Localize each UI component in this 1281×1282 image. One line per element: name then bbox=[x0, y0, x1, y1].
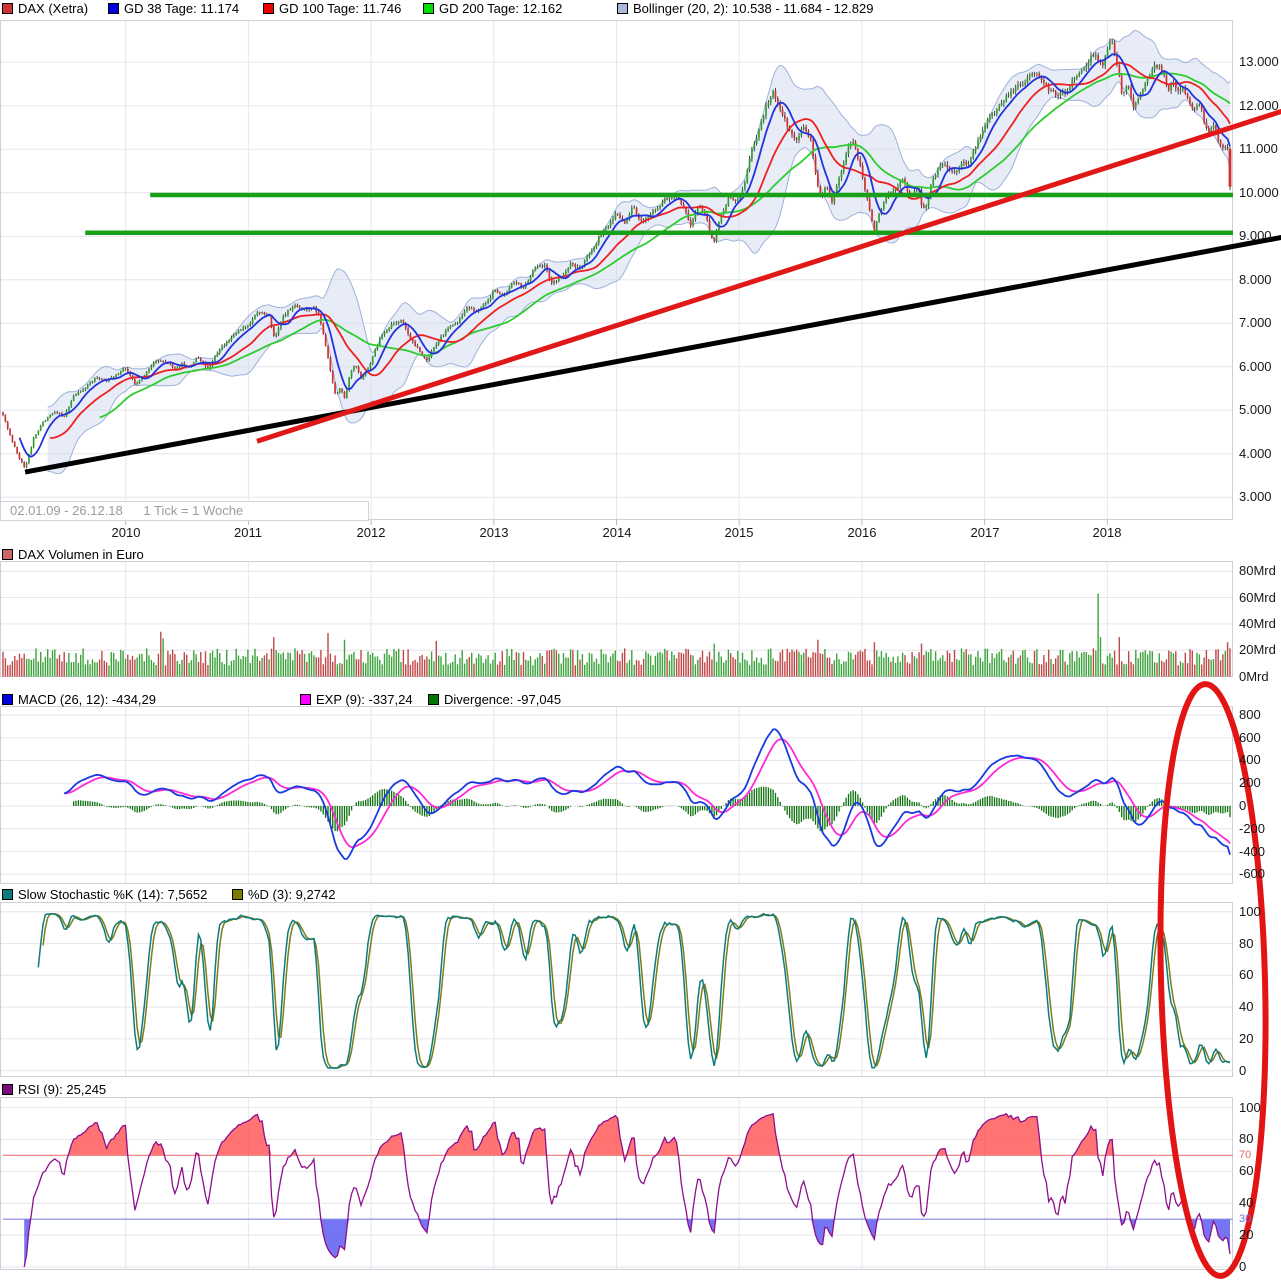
y-axis-label-price: 8.000 bbox=[1239, 272, 1272, 287]
y-axis-label-price: 5.000 bbox=[1239, 402, 1272, 417]
legend-item-price-4: Bollinger (20, 2): 10.538 - 11.684 - 12.… bbox=[617, 1, 873, 16]
y-axis-label-stochastic: 40 bbox=[1239, 999, 1254, 1014]
legend-item-price-2: GD 100 Tage: 11.746 bbox=[263, 1, 401, 16]
y-axis-label-macd: -600 bbox=[1239, 866, 1266, 881]
legend-label: DAX (Xetra) bbox=[18, 1, 89, 16]
y-axis-label-rsi: 40 bbox=[1239, 1195, 1254, 1210]
legend-swatch-icon bbox=[300, 694, 311, 705]
y-axis-label-macd: 400 bbox=[1239, 752, 1261, 767]
legend-swatch-icon bbox=[2, 889, 13, 900]
y-axis-label-price: 6.000 bbox=[1239, 359, 1272, 374]
y-axis-label-price: 13.000 bbox=[1239, 54, 1279, 69]
legend-item-price-0: DAX (Xetra) bbox=[2, 1, 88, 16]
legend-item-stochastic-0: Slow Stochastic %K (14): 7,5652 bbox=[2, 887, 207, 902]
legend-label: RSI (9): 25,245 bbox=[18, 1082, 107, 1097]
y-axis-label-rsi: 20 bbox=[1239, 1227, 1254, 1242]
legend-item-macd-1: EXP (9): -337,24 bbox=[300, 692, 413, 707]
legend-swatch-icon bbox=[2, 3, 13, 14]
legend-swatch-icon bbox=[428, 694, 439, 705]
date-range-label: 02.01.09 - 26.12.18 bbox=[10, 503, 123, 518]
y-axis-label-price: 4.000 bbox=[1239, 446, 1272, 461]
y-axis-label-stochastic: 0 bbox=[1239, 1063, 1247, 1078]
legend-item-rsi-0: RSI (9): 25,245 bbox=[2, 1082, 106, 1097]
x-axis-label: 2017 bbox=[970, 525, 1000, 540]
legend-swatch-icon bbox=[2, 1084, 13, 1095]
legend-label: DAX Volumen in Euro bbox=[18, 547, 144, 562]
legend-label: GD 200 Tage: 12.162 bbox=[439, 1, 563, 16]
legend-swatch-icon bbox=[617, 3, 628, 14]
y-axis-label-stochastic: 20 bbox=[1239, 1031, 1254, 1046]
legend-label: Slow Stochastic %K (14): 7,5652 bbox=[18, 887, 208, 902]
x-axis-label: 2011 bbox=[234, 525, 262, 540]
y-axis-label-stochastic: 100 bbox=[1239, 904, 1261, 919]
x-axis-label: 2010 bbox=[111, 525, 141, 540]
y-axis-label-macd: 800 bbox=[1239, 707, 1261, 722]
rsi-threshold-label: 70 bbox=[1239, 1149, 1252, 1161]
y-axis-label-rsi: 100 bbox=[1239, 1100, 1261, 1115]
legend-swatch-icon bbox=[263, 3, 274, 14]
x-axis-label: 2014 bbox=[602, 525, 632, 540]
y-axis-label-macd: 0 bbox=[1239, 798, 1247, 813]
legend-label: Bollinger (20, 2): 10.538 - 11.684 - 12.… bbox=[633, 1, 874, 16]
legend-label: GD 100 Tage: 11.746 bbox=[279, 1, 402, 16]
y-axis-label-price: 12.000 bbox=[1239, 98, 1279, 113]
legend-swatch-icon bbox=[2, 694, 13, 705]
legend-swatch-icon bbox=[232, 889, 243, 900]
x-axis-label: 2013 bbox=[479, 525, 509, 540]
legend-item-price-3: GD 200 Tage: 12.162 bbox=[423, 1, 562, 16]
x-axis-label: 2016 bbox=[847, 525, 877, 540]
legend-item-price-1: GD 38 Tage: 11.174 bbox=[108, 1, 239, 16]
legend-swatch-icon bbox=[423, 3, 434, 14]
y-axis-label-stochastic: 80 bbox=[1239, 936, 1254, 951]
y-axis-label-price: 3.000 bbox=[1239, 489, 1272, 504]
legend-swatch-icon bbox=[2, 549, 13, 560]
y-axis-label-macd: -200 bbox=[1239, 821, 1266, 836]
highlight-ellipse-annotation bbox=[1157, 681, 1269, 1279]
y-axis-label-volume: 40Mrd bbox=[1239, 616, 1276, 631]
legend-item-macd-2: Divergence: -97,045 bbox=[428, 692, 561, 707]
legend-label: Divergence: -97,045 bbox=[444, 692, 562, 707]
legend-label: GD 38 Tage: 11.174 bbox=[124, 1, 240, 16]
y-axis-label-macd: -400 bbox=[1239, 844, 1266, 859]
y-axis-label-stochastic: 60 bbox=[1239, 967, 1254, 982]
x-axis-label: 2018 bbox=[1092, 525, 1122, 540]
legend-label: MACD (26, 12): -434,29 bbox=[18, 692, 157, 707]
x-axis-label: 2015 bbox=[724, 525, 754, 540]
y-axis-label-volume: 80Mrd bbox=[1239, 563, 1276, 578]
y-axis-label-rsi: 60 bbox=[1239, 1163, 1254, 1178]
y-axis-label-price: 7.000 bbox=[1239, 315, 1272, 330]
y-axis-label-rsi: 0 bbox=[1239, 1259, 1247, 1274]
legend-item-stochastic-1: %D (3): 9,2742 bbox=[232, 887, 335, 902]
chart-info-box: 02.01.09 - 26.12.18 1 Tick = 1 Woche bbox=[0, 501, 369, 521]
legend-label: %D (3): 9,2742 bbox=[248, 887, 336, 902]
rsi-threshold-label: 30 bbox=[1239, 1213, 1252, 1225]
y-axis-label-macd: 600 bbox=[1239, 730, 1261, 745]
x-axis-label: 2012 bbox=[356, 525, 386, 540]
legend-swatch-icon bbox=[108, 3, 119, 14]
y-axis-label-volume: 20Mrd bbox=[1239, 642, 1276, 657]
legend-label: EXP (9): -337,24 bbox=[316, 692, 413, 707]
y-axis-label-macd: 200 bbox=[1239, 775, 1261, 790]
legend-item-macd-0: MACD (26, 12): -434,29 bbox=[2, 692, 156, 707]
tick-interval-label: 1 Tick = 1 Woche bbox=[143, 503, 244, 518]
y-axis-label-volume: 0Mrd bbox=[1239, 669, 1269, 684]
y-axis-label-price: 11.000 bbox=[1239, 141, 1278, 156]
legend-item-volume-0: DAX Volumen in Euro bbox=[2, 547, 144, 562]
y-axis-label-volume: 60Mrd bbox=[1239, 590, 1276, 605]
y-axis-label-rsi: 80 bbox=[1239, 1131, 1254, 1146]
y-axis-label-price: 10.000 bbox=[1239, 185, 1279, 200]
y-axis-label-price: 9.000 bbox=[1239, 228, 1272, 243]
